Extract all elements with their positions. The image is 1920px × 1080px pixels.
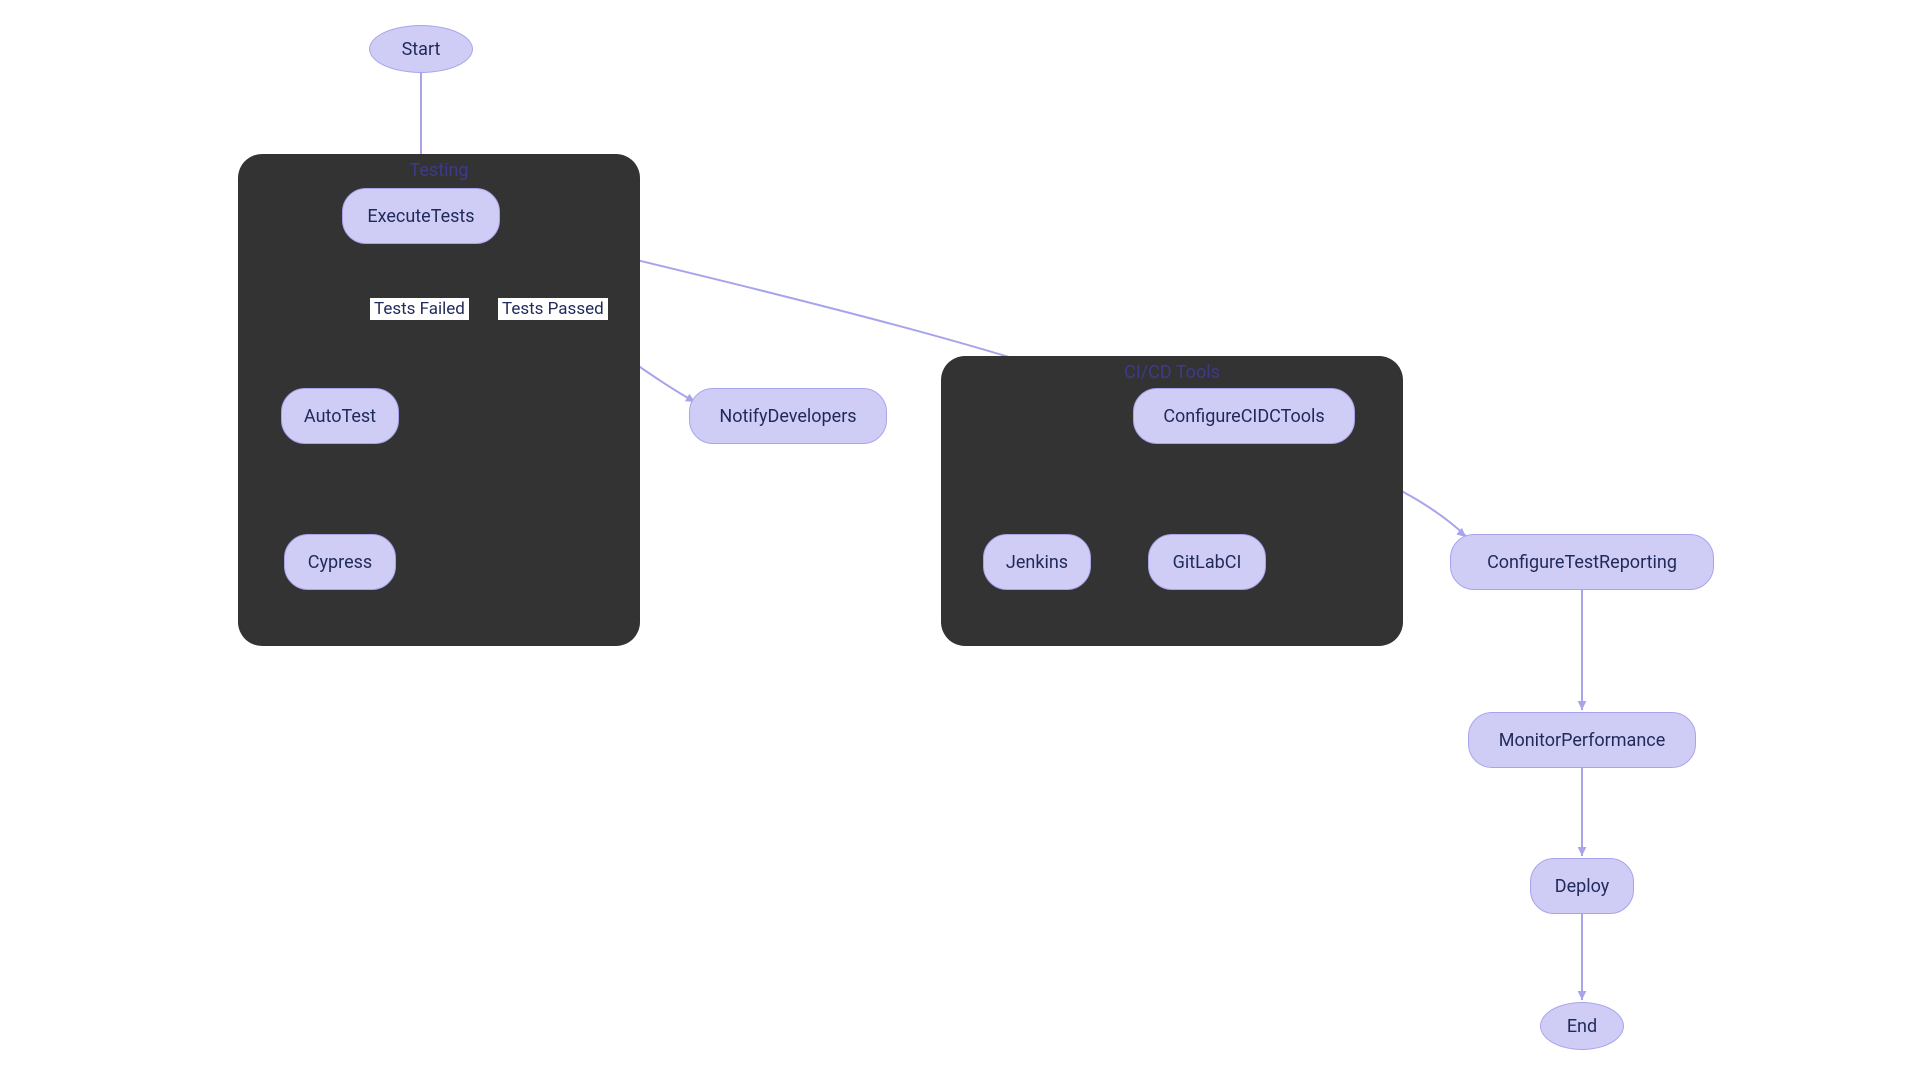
node-cypress: Cypress [284,534,396,590]
edge-label-1: Tests Passed [498,298,608,320]
node-start: Start [369,25,473,73]
flowchart-canvas: Testing CI/CD Tools Start ExecuteTests AutoT… [0,0,1920,1080]
edge-arrow-9 [1578,847,1587,856]
node-deploy: Deploy [1530,858,1634,914]
node-jenkins: Jenkins [983,534,1091,590]
edge-label-0: Tests Failed [370,298,469,320]
group-title-cicd: CI/CD Tools [941,362,1403,383]
node-autoTest: AutoTest [281,388,399,444]
node-executeTests: ExecuteTests [342,188,500,244]
node-monitor: MonitorPerformance [1468,712,1696,768]
node-gitlab: GitLabCI [1148,534,1266,590]
group-title-testing: Testing [238,160,640,181]
edge-arrow-8 [1578,701,1587,710]
node-configReport: ConfigureTestReporting [1450,534,1714,590]
node-end: End [1540,1002,1624,1050]
node-configCICD: ConfigureCIDCTools [1133,388,1355,444]
edge-arrow-10 [1578,991,1587,1000]
node-notifyDev: NotifyDevelopers [689,388,887,444]
